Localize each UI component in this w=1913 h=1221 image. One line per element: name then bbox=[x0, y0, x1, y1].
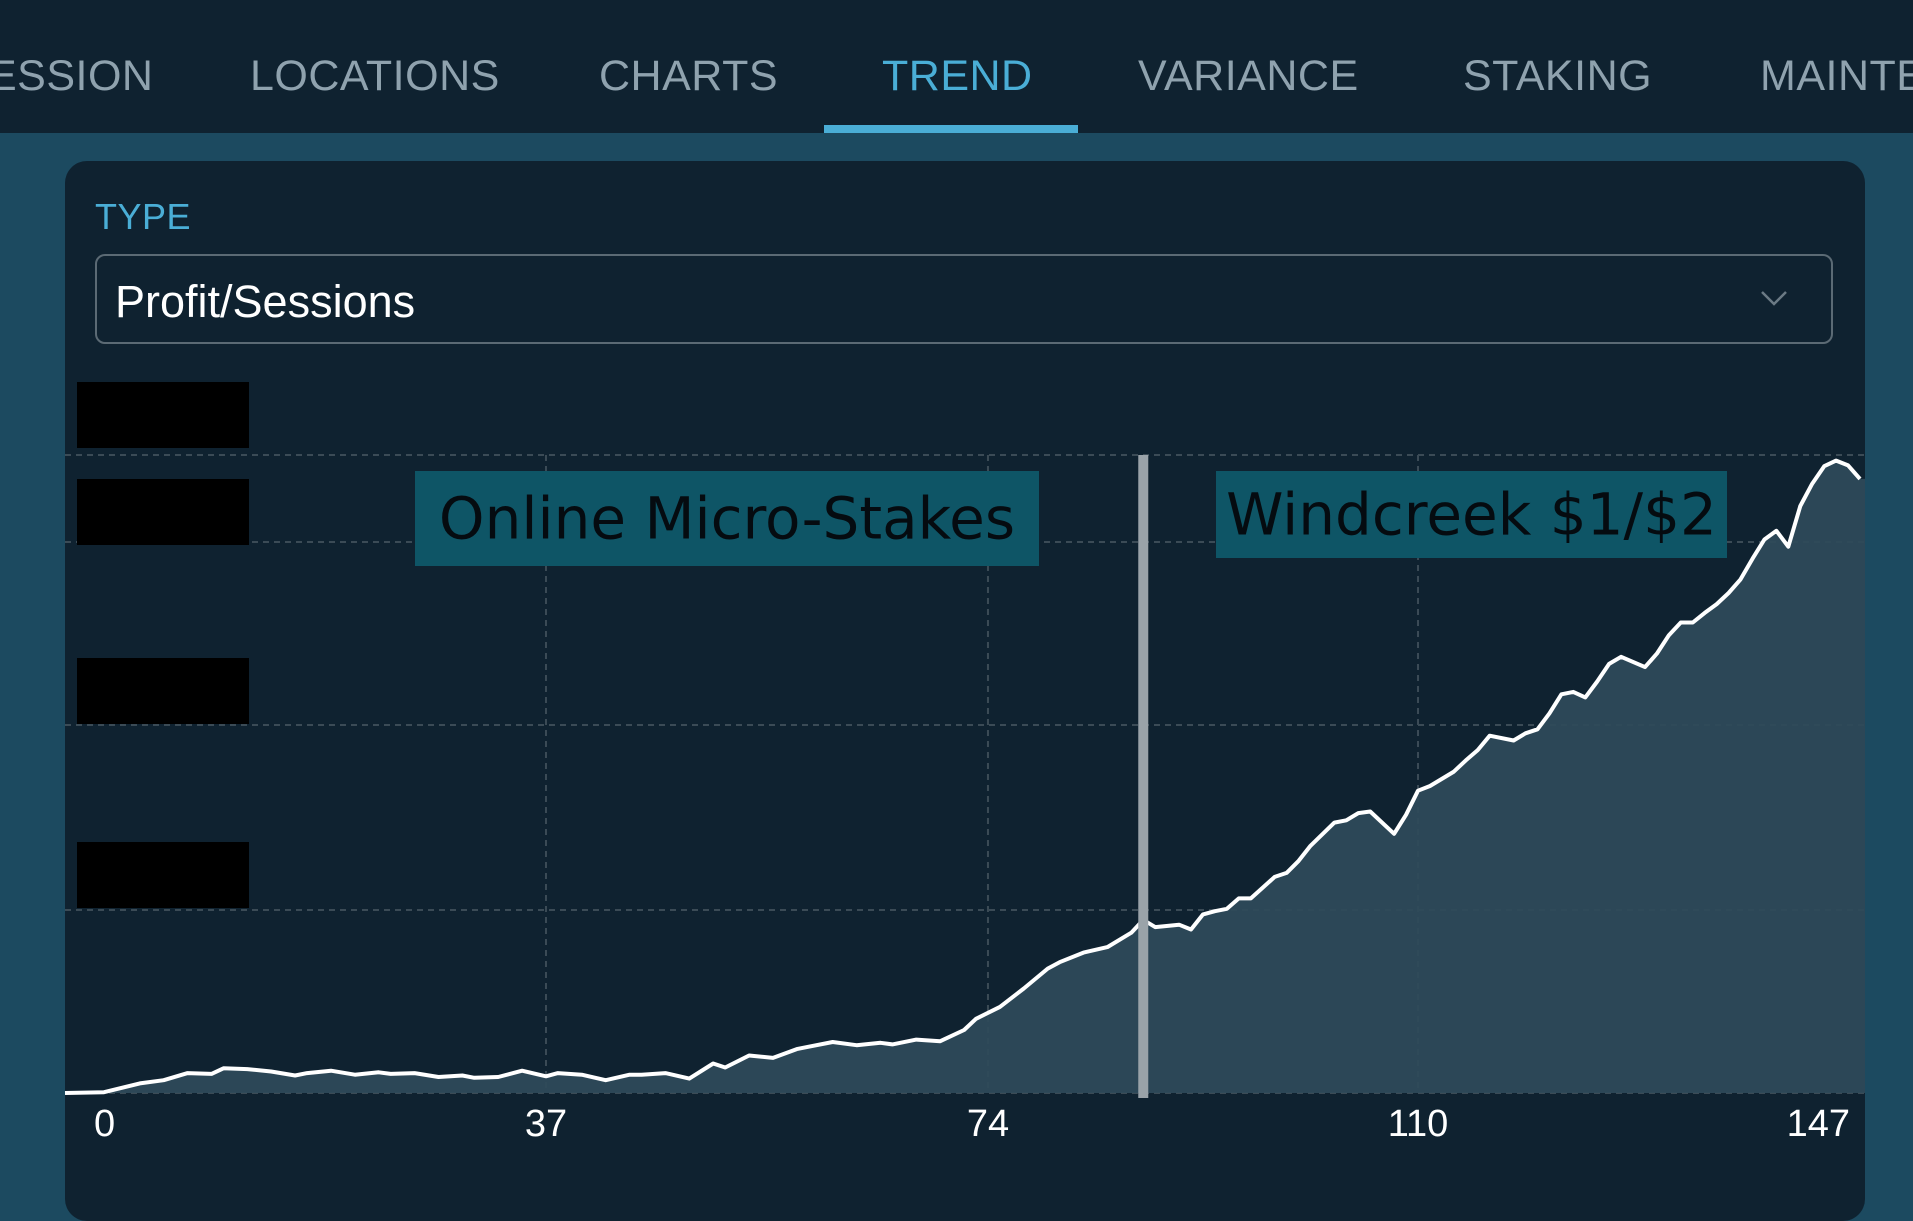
redacted-y-label bbox=[77, 479, 249, 545]
redacted-y-label bbox=[77, 382, 249, 448]
x-tick-label: 74 bbox=[967, 1103, 1009, 1145]
annotation-label: Online Micro-Stakes bbox=[439, 485, 1015, 553]
trend-chart: Online Micro-Stakes Windcreek $1/$2 0 37 74… bbox=[0, 0, 1913, 1186]
x-tick-label: 37 bbox=[525, 1103, 567, 1145]
annotation-label: Windcreek $1/$2 bbox=[1226, 481, 1717, 549]
x-tick-label: 147 bbox=[1787, 1103, 1850, 1145]
x-tick-label: 110 bbox=[1388, 1103, 1449, 1145]
redacted-y-label bbox=[77, 842, 249, 908]
x-tick-label: 0 bbox=[94, 1103, 115, 1145]
redacted-y-label bbox=[77, 658, 249, 724]
